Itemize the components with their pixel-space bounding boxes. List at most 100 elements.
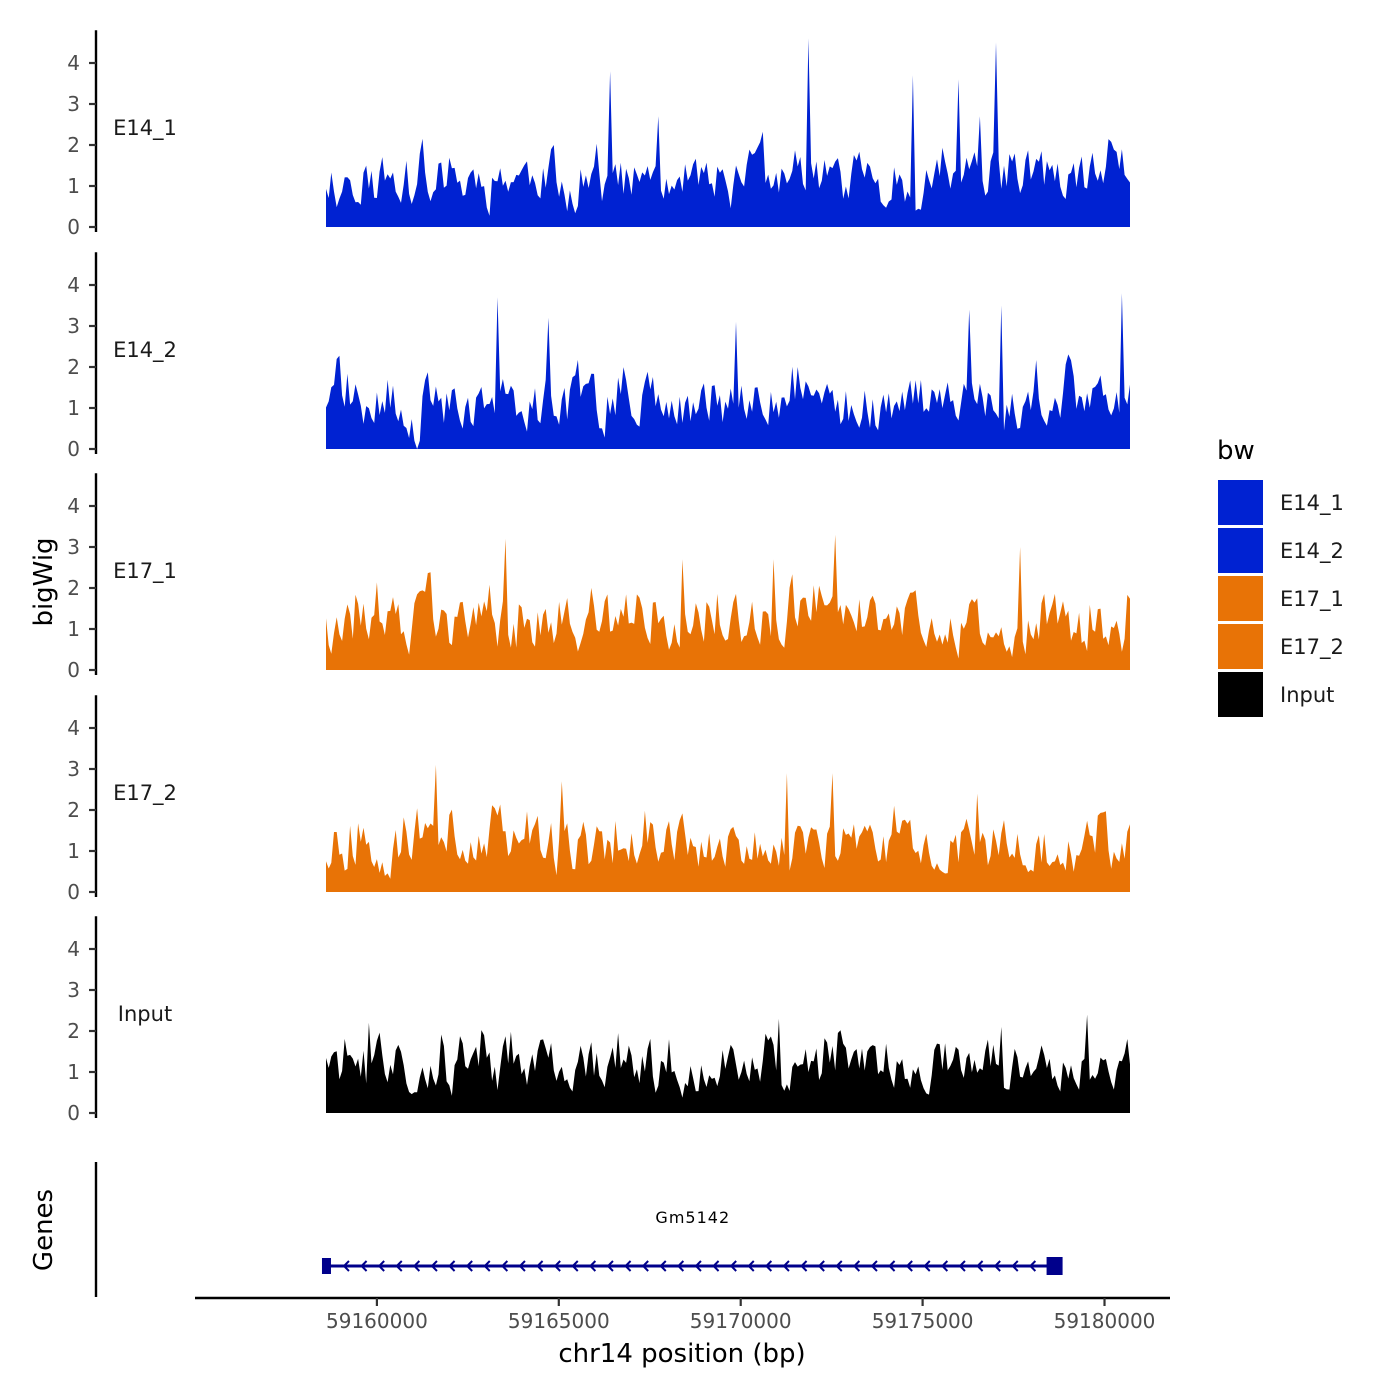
y-axis-title: bigWig <box>29 537 59 626</box>
strand-arrow-icon <box>342 1260 350 1272</box>
gene-name-label: Gm5142 <box>655 1208 730 1227</box>
x-tick-label: 59160000 <box>326 1309 428 1333</box>
legend-swatch <box>1218 528 1263 573</box>
y-tick-label: 2 <box>67 576 80 600</box>
legend-label: Input <box>1280 683 1334 707</box>
legend-swatch <box>1218 672 1263 717</box>
y-tick-label: 3 <box>67 92 80 116</box>
strand-arrow-icon <box>817 1260 825 1272</box>
x-tick-label: 59175000 <box>872 1309 974 1333</box>
y-tick-label: 3 <box>67 535 80 559</box>
strand-arrow-icon <box>888 1260 896 1272</box>
y-tick-label: 0 <box>67 215 80 239</box>
strand-arrow-icon <box>694 1260 702 1272</box>
strand-arrow-icon <box>360 1260 368 1272</box>
x-ticks: 59160000 59165000 59170000 59175000 59180000 <box>326 1298 1155 1333</box>
track-label: E14_2 <box>113 338 177 363</box>
legend-items: E14_1 E14_2 E17_1 E17_2 Input <box>1218 480 1344 717</box>
strand-arrow-icon <box>940 1260 949 1272</box>
y-tick-label: 4 <box>67 937 80 961</box>
strand-arrow-icon <box>395 1260 403 1272</box>
strand-arrow-icon <box>606 1260 614 1272</box>
strand-arrow-icon <box>729 1260 737 1272</box>
strand-arrow-icon <box>465 1260 473 1272</box>
signal-area-e17-1 <box>326 534 1130 670</box>
strand-arrow-icon <box>712 1260 720 1272</box>
track-e14-2: 0 1 2 3 4 E14_2 <box>67 252 1130 461</box>
strand-arrow-icon <box>448 1260 456 1272</box>
strand-arrow-icon <box>835 1260 843 1272</box>
x-tick-label: 59180000 <box>1054 1309 1156 1333</box>
y-tick-label: 4 <box>67 716 80 740</box>
track-e17-2: 0 1 2 3 4 E17_2 <box>67 695 1130 904</box>
strand-arrow-icon <box>571 1260 579 1272</box>
track-label: E17_2 <box>113 781 177 806</box>
legend-item: E17_1 <box>1218 576 1344 621</box>
gene-exon-end <box>1046 1257 1063 1275</box>
strand-arrow-icon <box>483 1260 491 1272</box>
strand-arrow-icon <box>958 1260 966 1272</box>
y-tick-label: 4 <box>67 273 80 297</box>
signal-area-input <box>326 1014 1130 1113</box>
legend-swatch <box>1218 576 1263 621</box>
legend: bw E14_1 E14_2 E17_1 E17_2 Input <box>1217 436 1344 717</box>
signal-tracks: 0 1 2 3 4 E14_1 0 1 2 3 4 E14_2 0 1 2 3 4 E17_1 0 1 2 3 4 E17_2… <box>67 30 1130 1125</box>
strand-arrow-icon <box>800 1260 808 1272</box>
y-tick-label: 1 <box>67 174 80 198</box>
strand-arrow-icon <box>764 1260 773 1272</box>
strand-arrow-icon <box>747 1260 755 1272</box>
strand-arrow-icon <box>536 1260 544 1272</box>
legend-item: Input <box>1218 672 1334 717</box>
track-e17-1: 0 1 2 3 4 E17_1 <box>67 473 1130 682</box>
y-tick-label: 0 <box>67 880 80 904</box>
strand-arrow-icon <box>588 1260 597 1272</box>
strand-arrow-icon <box>923 1260 931 1272</box>
gene-track: Gm5142 <box>321 1208 1063 1275</box>
strand-arrow-icon <box>641 1260 649 1272</box>
track-input: 0 1 2 3 4 Input <box>67 916 1130 1125</box>
y-tick-label: 3 <box>67 978 80 1002</box>
x-axis-title: chr14 position (bp) <box>558 1339 805 1369</box>
legend-swatch <box>1218 480 1263 525</box>
strand-arrow-icon <box>1028 1260 1037 1272</box>
signal-area-e14-1 <box>326 38 1130 228</box>
strand-arrow-icon <box>412 1260 421 1272</box>
y-tick-label: 0 <box>67 437 80 461</box>
strand-arrow-icon <box>976 1260 984 1272</box>
y-tick-label: 1 <box>67 1060 80 1084</box>
x-tick-label: 59165000 <box>508 1309 610 1333</box>
track-label: Input <box>118 1002 172 1026</box>
y-tick-label: 1 <box>67 617 80 641</box>
x-axis: 59160000 59165000 59170000 59175000 59180000… <box>195 1296 1170 1369</box>
legend-title: bw <box>1217 436 1255 466</box>
genes-axis-title: Genes <box>29 1189 59 1271</box>
y-tick-label: 1 <box>67 396 80 420</box>
y-tick-label: 1 <box>67 839 80 863</box>
legend-swatch <box>1218 624 1263 669</box>
strand-arrow-icon <box>518 1260 526 1272</box>
y-tick-label: 2 <box>67 133 80 157</box>
legend-label: E14_1 <box>1280 491 1344 516</box>
strand-arrow-icon <box>659 1260 667 1272</box>
strand-arrow-icon <box>553 1260 561 1272</box>
y-tick-label: 0 <box>67 1101 80 1125</box>
y-tick-label: 2 <box>67 1019 80 1043</box>
strand-arrow-icon <box>377 1260 385 1272</box>
track-e14-1: 0 1 2 3 4 E14_1 <box>67 30 1130 239</box>
x-tick-label: 59170000 <box>690 1309 792 1333</box>
y-tick-label: 4 <box>67 51 80 75</box>
y-tick-label: 2 <box>67 355 80 379</box>
signal-area-e17-2 <box>326 764 1130 892</box>
legend-label: E17_2 <box>1280 635 1344 660</box>
strand-arrow-icon <box>852 1260 861 1272</box>
signal-area-e14-2 <box>326 293 1130 449</box>
track-label: E17_1 <box>113 559 177 584</box>
y-tick-label: 3 <box>67 757 80 781</box>
strand-arrow-icon <box>676 1260 685 1272</box>
gene-panel: Genes Gm5142 <box>29 1162 1063 1297</box>
strand-arrow-icon <box>1011 1260 1019 1272</box>
y-tick-label: 2 <box>67 798 80 822</box>
legend-label: E17_1 <box>1280 587 1344 612</box>
legend-item: E14_1 <box>1218 480 1344 525</box>
